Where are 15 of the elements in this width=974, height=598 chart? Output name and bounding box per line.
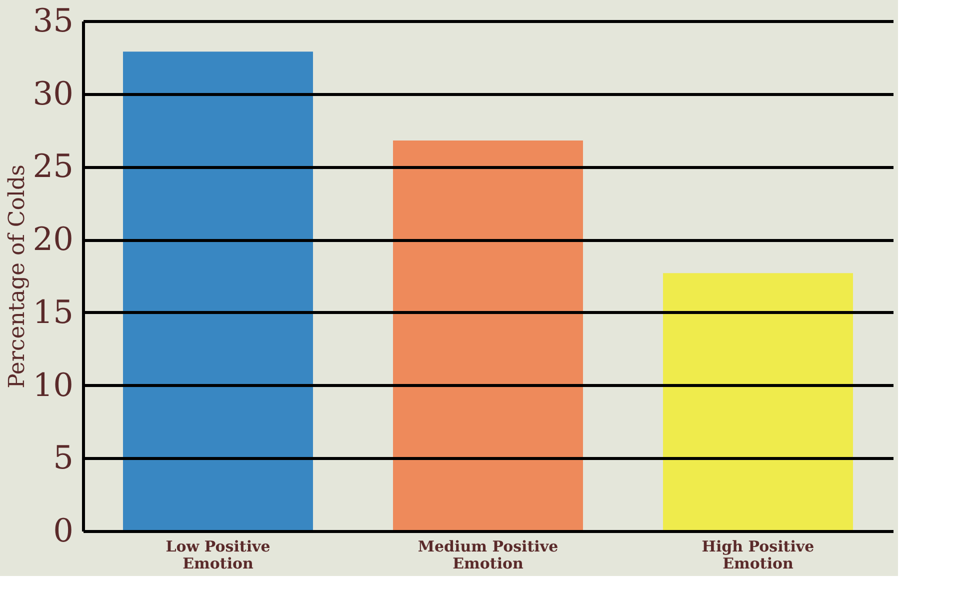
x-tick-label: Medium Positive Emotion xyxy=(418,538,558,572)
bar xyxy=(663,273,853,531)
bar xyxy=(123,52,313,531)
y-tick-label: 20 xyxy=(32,220,74,258)
y-tick-label: 5 xyxy=(53,438,74,477)
x-tick-label: Low Positive Emotion xyxy=(166,538,270,572)
y-tick-label: 30 xyxy=(32,74,74,112)
y-tick-label: 25 xyxy=(32,147,74,186)
y-tick-label: 10 xyxy=(32,366,74,404)
y-axis-title: Percentage of Colds xyxy=(4,164,30,388)
bar xyxy=(393,140,583,531)
x-tick-label: High Positive Emotion xyxy=(702,538,814,572)
y-tick-label: 35 xyxy=(32,2,74,40)
y-tick-label: 15 xyxy=(32,292,74,331)
y-tick-label: 0 xyxy=(53,512,74,550)
